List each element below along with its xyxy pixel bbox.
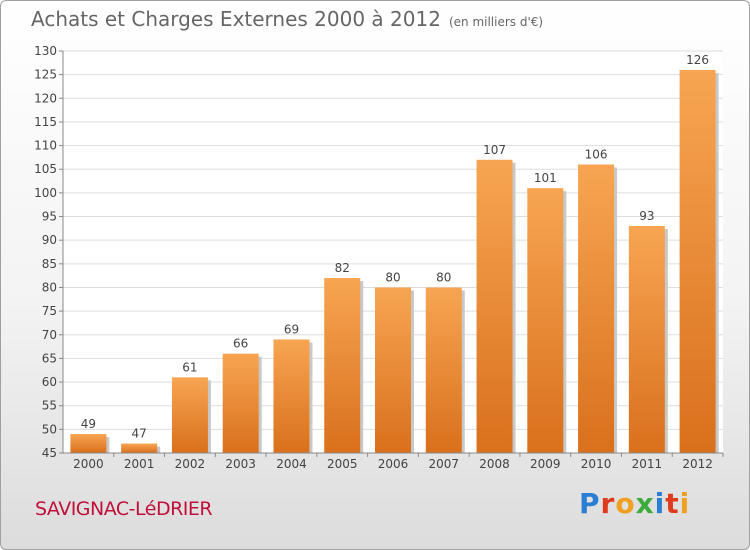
logo-letter: P bbox=[579, 487, 601, 520]
data-label: 80 bbox=[436, 270, 451, 284]
location-name: SAVIGNAC-LéDRIER bbox=[35, 498, 213, 520]
bar-2009 bbox=[527, 188, 564, 453]
x-tick-label: 2005 bbox=[327, 457, 358, 471]
y-tick-label: 130 bbox=[34, 44, 57, 58]
data-label: 61 bbox=[182, 360, 197, 374]
bar-2010 bbox=[578, 164, 615, 453]
y-tick-label: 65 bbox=[42, 351, 57, 365]
data-label: 47 bbox=[132, 427, 147, 441]
bar-2011 bbox=[628, 225, 665, 453]
y-tick-label: 120 bbox=[34, 91, 57, 105]
data-label: 106 bbox=[585, 148, 608, 162]
x-tick-label: 2012 bbox=[682, 457, 713, 471]
data-label: 82 bbox=[335, 261, 350, 275]
data-label: 126 bbox=[686, 53, 709, 67]
x-tick-label: 2004 bbox=[276, 457, 307, 471]
bar-2008 bbox=[476, 159, 513, 453]
bar-2012 bbox=[679, 69, 716, 453]
x-tick-label: 2009 bbox=[530, 457, 561, 471]
y-tick-label: 115 bbox=[34, 115, 57, 129]
bar-2006 bbox=[375, 287, 411, 453]
data-label: 101 bbox=[534, 171, 557, 185]
x-tick-label: 2007 bbox=[428, 457, 459, 471]
bar-2000 bbox=[70, 434, 107, 453]
bar-2002 bbox=[171, 377, 208, 453]
data-label: 107 bbox=[483, 143, 506, 157]
y-tick-label: 55 bbox=[42, 399, 57, 413]
data-label: 80 bbox=[385, 270, 400, 284]
logo-letter: t bbox=[665, 487, 680, 520]
y-tick-label: 110 bbox=[34, 139, 57, 153]
bar-2004 bbox=[273, 339, 310, 453]
y-tick-label: 105 bbox=[34, 162, 57, 176]
chart-title-block: Achats et Charges Externes 2000 à 2012 (e… bbox=[31, 7, 543, 31]
data-label: 69 bbox=[284, 322, 299, 336]
y-tick-label: 85 bbox=[42, 257, 57, 271]
y-tick-label: 50 bbox=[42, 422, 57, 436]
y-tick-label: 70 bbox=[42, 328, 57, 342]
x-tick-label: 2008 bbox=[479, 457, 510, 471]
logo-letter: i bbox=[654, 487, 666, 520]
x-tick-label: 2006 bbox=[378, 457, 409, 471]
y-tick-label: 45 bbox=[42, 446, 57, 460]
x-tick-label: 2003 bbox=[225, 457, 256, 471]
logo-letter: i bbox=[679, 487, 691, 520]
bar-2007 bbox=[425, 287, 462, 453]
x-tick-label: 2011 bbox=[632, 457, 663, 471]
y-tick-label: 75 bbox=[42, 304, 57, 318]
bar-2005 bbox=[324, 278, 361, 453]
x-tick-label: 2002 bbox=[175, 457, 206, 471]
y-tick-label: 60 bbox=[42, 375, 57, 389]
bar-2001 bbox=[121, 443, 158, 453]
chart-title: Achats et Charges Externes 2000 à 2012 bbox=[31, 7, 441, 31]
proxiti-logo[interactable]: Proxiti bbox=[579, 487, 690, 520]
y-tick-label: 90 bbox=[42, 233, 57, 247]
chart-subtitle: (en milliers d'€) bbox=[448, 15, 544, 29]
x-tick-label: 2001 bbox=[124, 457, 155, 471]
x-tick-label: 2010 bbox=[581, 457, 612, 471]
y-tick-label: 100 bbox=[34, 186, 57, 200]
bar-2003 bbox=[222, 353, 259, 453]
y-tick-label: 80 bbox=[42, 280, 57, 294]
data-label: 66 bbox=[233, 337, 248, 351]
y-tick-label: 125 bbox=[34, 68, 57, 82]
y-tick-label: 95 bbox=[42, 210, 57, 224]
logo-letter: r bbox=[600, 487, 616, 520]
data-label: 49 bbox=[81, 417, 96, 431]
data-label: 93 bbox=[639, 209, 654, 223]
logo-letter: o bbox=[615, 487, 636, 520]
x-tick-label: 2000 bbox=[73, 457, 104, 471]
logo-letter: x bbox=[635, 487, 655, 520]
